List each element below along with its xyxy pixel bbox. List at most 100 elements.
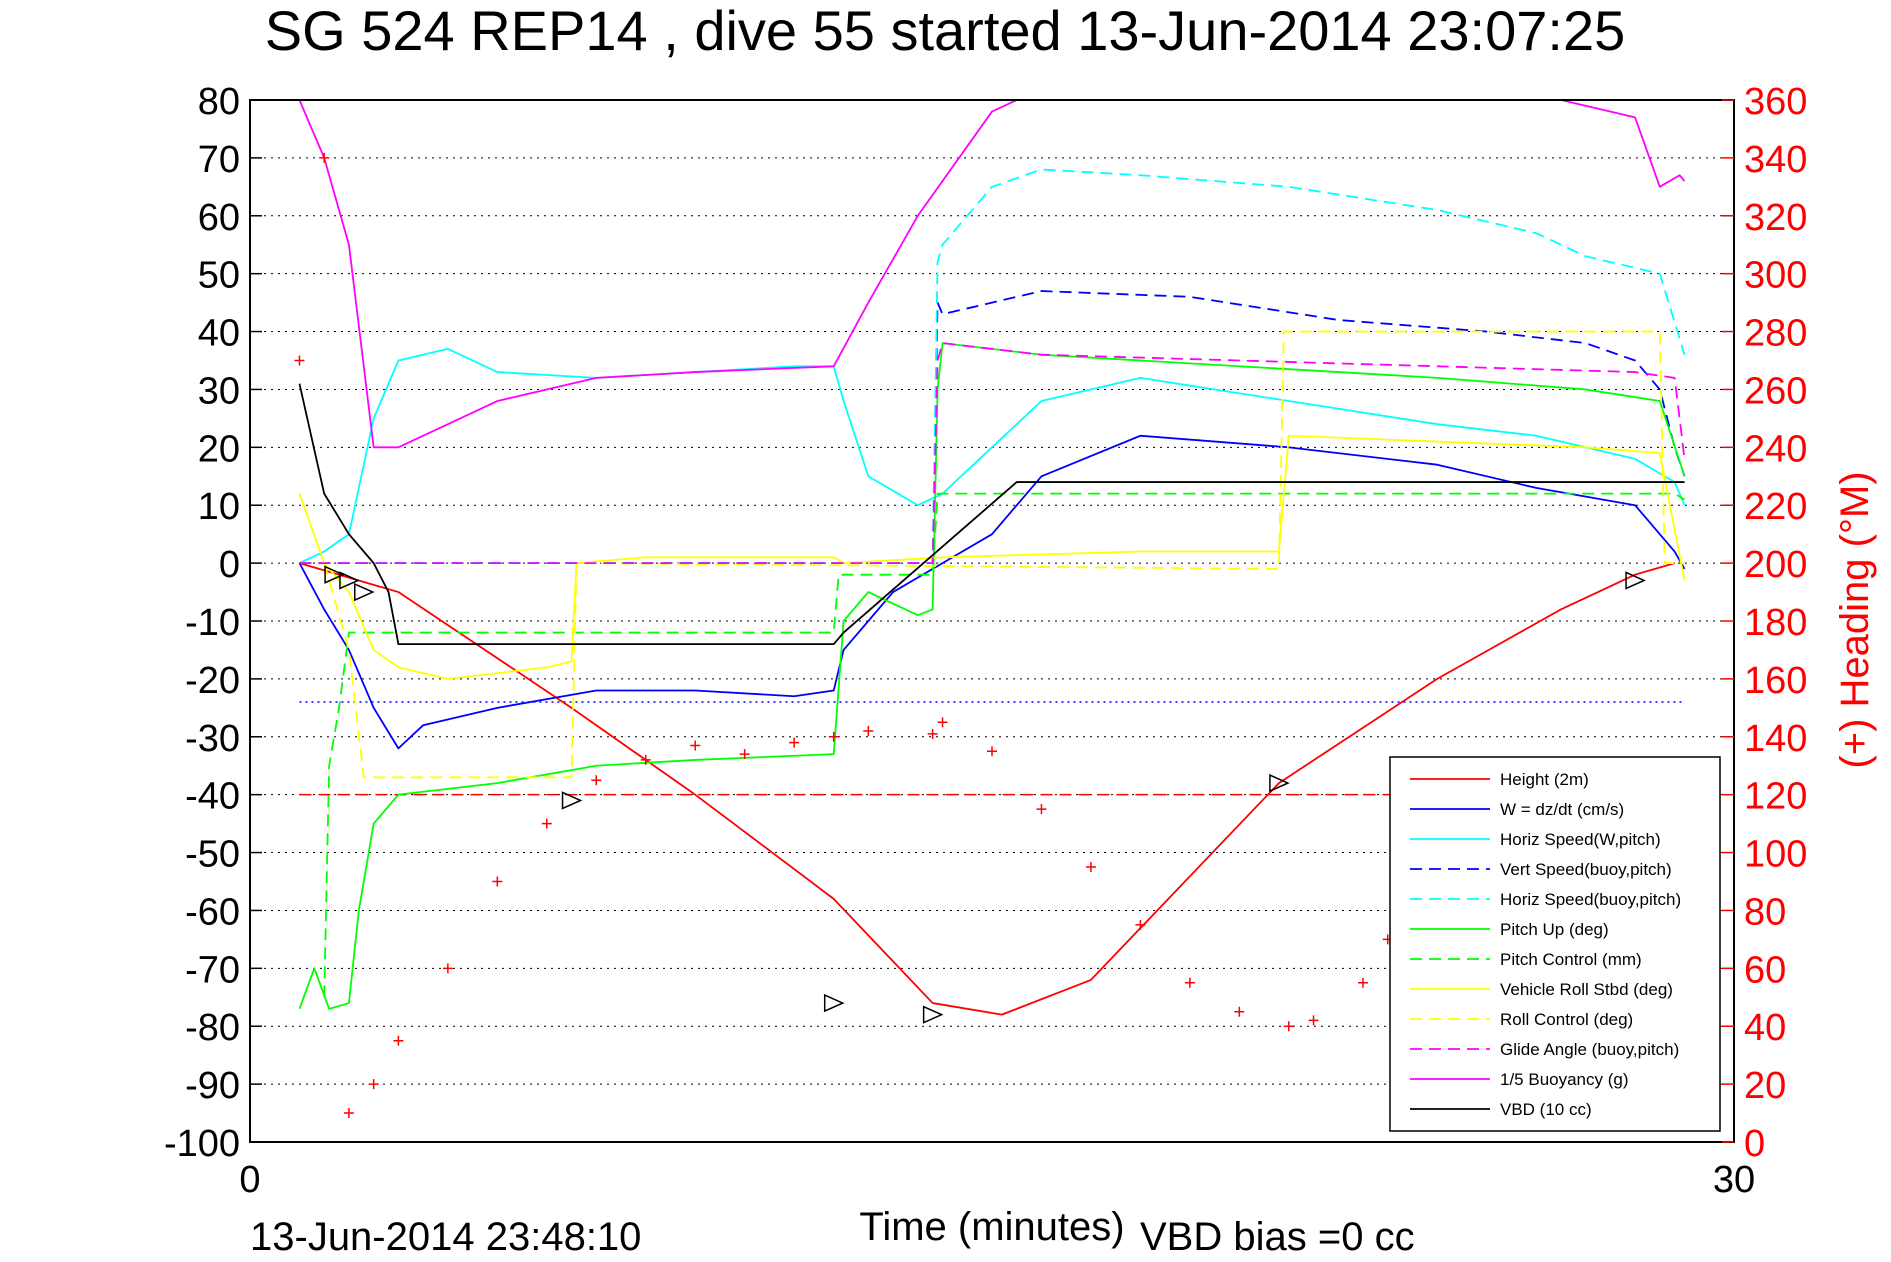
x-axis-label: Time (minutes) [859,1205,1124,1249]
y-tick-label: 20 [198,428,240,470]
series-horiz-speed-w-pitch [299,348,1686,564]
y2-tick-label: 340 [1744,139,1807,181]
heading-point [640,754,651,765]
x-tick-label: 0 [239,1159,260,1201]
x-axis: 0 30 [239,1130,1755,1201]
footer-timestamp: 13-Jun-2014 23:48:10 [250,1215,641,1259]
chart-title: SG 524 REP14 , dive 55 started 13-Jun-20… [265,0,1625,62]
series-vbd-10-cc [298,383,1685,646]
y-tick-label: 60 [198,197,240,239]
series-glide-angle-buoy-pitch [299,342,1686,565]
y-tick-label: -20 [185,660,240,702]
y2-tick-label: 40 [1744,1007,1786,1049]
heading-point [442,963,453,974]
y2-tick-label: 20 [1744,1065,1786,1107]
height-marker [354,582,375,602]
y-tick-label: -80 [185,1007,240,1049]
legend-label: Horiz Speed(W,pitch) [1500,830,1661,849]
heading-point [1184,977,1195,988]
grid [250,157,1734,1085]
y2-tick-label: 360 [1744,81,1807,123]
heading-point [1234,1006,1245,1017]
plot-area [294,100,1686,1119]
y-tick-label: 40 [198,313,240,355]
series-pitch-up-deg [298,342,1686,1010]
height-marker [339,571,360,590]
heading-point [987,746,997,757]
heading-point [393,1035,404,1046]
legend-label: VBD (10 cc) [1500,1100,1592,1119]
heading-point [863,725,874,736]
heading-point [368,1079,379,1090]
y-tick-label: -30 [185,718,240,760]
y2-tick-label: 80 [1744,891,1786,933]
heading-point [1283,1021,1294,1032]
height-marker [561,791,583,810]
y-tick-label: 30 [198,370,240,412]
series-w-dz-dt-cm-s [298,434,1686,750]
heading-point [927,728,938,739]
y2-axis-label: (+) Heading (°M) [1833,471,1877,768]
y-tick-label: 50 [198,255,240,297]
y2-tick-label: 260 [1744,370,1807,412]
series-roll-control-deg [323,330,1685,779]
y2-tick-label: 120 [1744,776,1807,818]
y-tick-label: 10 [198,486,240,528]
legend-label: Glide Angle (buoy,pitch) [1500,1040,1679,1059]
y2-tick-label: 240 [1744,428,1807,470]
series-height-2m [299,562,1675,1016]
height-marker [1269,773,1290,793]
heading-point [492,876,503,887]
y-tick-label: -90 [185,1065,240,1107]
heading-point [1308,1015,1319,1026]
heading-point [319,152,330,163]
y2-tick-label: 200 [1744,544,1807,586]
legend-label: Roll Control (deg) [1500,1010,1633,1029]
y-tick-label: 70 [198,139,240,181]
heading-point [937,717,948,728]
heading-point [591,775,602,786]
y2-tick-label: 160 [1744,660,1807,702]
y2-tick-label: 300 [1744,255,1807,297]
footer-vbd-bias: VBD bias =0 cc [1140,1215,1415,1259]
y-axis-right: 3603403203002802602402202001801601401201… [1722,81,1807,1165]
heading-point [294,355,305,366]
heading-point [690,740,701,751]
legend-label: Horiz Speed(buoy,pitch) [1500,890,1681,909]
y-tick-label: -100 [164,1123,240,1165]
y2-tick-label: 220 [1744,486,1807,528]
y2-tick-label: 180 [1744,602,1807,644]
series-layer [294,100,1686,1119]
heading-point [789,737,800,748]
heading-point [1135,919,1146,930]
y2-tick-label: 60 [1744,949,1786,991]
y-tick-label: -50 [185,834,240,876]
x-tick-label: 30 [1713,1159,1755,1201]
y2-tick-label: 140 [1744,718,1807,760]
y2-tick-label: 280 [1744,313,1807,355]
legend-label: 1/5 Buoyancy (g) [1500,1070,1629,1089]
y-tick-label: 0 [219,544,240,586]
markers-layer [324,565,1646,1024]
legend: Height (2m) W = dz/dt (cm/s) Horiz Speed(W… [1389,756,1721,1132]
heading-point [1358,977,1368,988]
legend-label: Pitch Up (deg) [1500,920,1609,939]
y-tick-label: 80 [198,81,240,123]
heading-point [541,818,552,829]
reference-lines [299,701,1685,796]
height-marker [324,565,345,584]
y-axis-left: 80 70 60 50 40 30 20 10 0 -10 -20 -30 -40 -50 -60 -70 -8… [164,81,262,1165]
y-tick-label: -10 [185,602,240,644]
height-marker [922,1005,944,1024]
heading-point [1036,804,1047,815]
height-marker [823,993,845,1013]
y2-tick-label: 320 [1744,197,1807,239]
heading-point [828,731,839,742]
series-1-5-buoyancy-g [298,100,1686,449]
legend-label: W = dz/dt (cm/s) [1500,800,1624,819]
y-tick-label: -40 [185,776,240,818]
legend-label: Vert Speed(buoy,pitch) [1500,860,1672,879]
legend-label: Height (2m) [1500,770,1589,789]
legend-label: Pitch Control (mm) [1500,950,1642,969]
